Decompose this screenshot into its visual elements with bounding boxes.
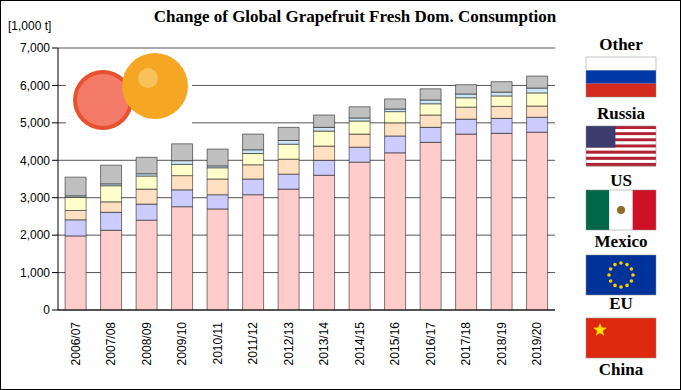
svg-text:7,000: 7,000 (20, 41, 50, 55)
svg-text:0: 0 (43, 303, 50, 317)
svg-text:2016/17: 2016/17 (424, 322, 438, 366)
svg-text:Mexico: Mexico (595, 232, 648, 251)
svg-text:China: China (599, 360, 644, 379)
svg-text:US: US (610, 171, 632, 190)
svg-text:3,000: 3,000 (20, 191, 50, 205)
svg-text:2012/13: 2012/13 (282, 322, 296, 366)
svg-text:2019/20: 2019/20 (530, 322, 544, 366)
svg-text:2013/14: 2013/14 (317, 322, 331, 366)
svg-text:5,000: 5,000 (20, 116, 50, 130)
svg-text:[1,000 t]: [1,000 t] (8, 19, 51, 33)
svg-text:2006/07: 2006/07 (69, 322, 83, 366)
svg-text:6,000: 6,000 (20, 79, 50, 93)
svg-text:Other: Other (599, 35, 643, 54)
svg-text:2011/12: 2011/12 (246, 322, 260, 365)
svg-text:2008/09: 2008/09 (140, 322, 154, 366)
svg-text:4,000: 4,000 (20, 154, 50, 168)
svg-text:2,000: 2,000 (20, 228, 50, 242)
svg-text:EU: EU (609, 294, 633, 313)
svg-text:Russia: Russia (597, 104, 646, 123)
svg-text:2007/08: 2007/08 (104, 322, 118, 366)
svg-text:1,000: 1,000 (20, 266, 50, 280)
svg-text:2014/15: 2014/15 (353, 322, 367, 366)
svg-text:2010/11: 2010/11 (211, 322, 225, 365)
svg-text:Change of Global Grapefruit Fr: Change of Global Grapefruit Fresh Dom. C… (154, 7, 557, 26)
svg-text:2015/16: 2015/16 (388, 322, 402, 366)
svg-text:2018/19: 2018/19 (495, 322, 509, 366)
svg-text:2009/10: 2009/10 (175, 322, 189, 366)
svg-text:2017/18: 2017/18 (459, 322, 473, 366)
